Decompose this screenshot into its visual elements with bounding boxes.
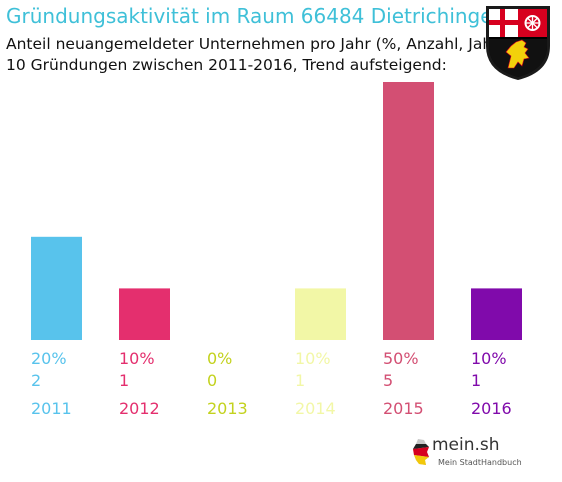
year-label-2011: 2011 <box>31 399 72 418</box>
logo-tagline: Mein StadtHandbuch <box>438 458 522 467</box>
count-label-2012: 1 <box>119 371 129 390</box>
bar-2015 <box>383 82 434 340</box>
count-label-2013: 0 <box>207 371 217 390</box>
percent-label-2012: 10% <box>119 349 155 368</box>
bar-2014 <box>295 288 346 340</box>
rhineland-palatinate-coat-of-arms-icon <box>486 6 550 80</box>
chart-subtitle: Anteil neuangemeldeter Unternehmen pro J… <box>6 35 505 53</box>
percent-label-2015: 50% <box>383 349 419 368</box>
year-label-2013: 2013 <box>207 399 248 418</box>
count-label-2011: 2 <box>31 371 41 390</box>
year-label-2012: 2012 <box>119 399 160 418</box>
count-label-2014: 1 <box>295 371 305 390</box>
bar-2016 <box>471 288 522 340</box>
percent-label-2014: 10% <box>295 349 331 368</box>
mein-sh-logo[interactable]: mein.sh Mein StadtHandbuch <box>412 432 532 474</box>
count-label-2016: 1 <box>471 371 481 390</box>
count-label-2015: 5 <box>383 371 393 390</box>
percent-label-2013: 0% <box>207 349 232 368</box>
bar-2011 <box>31 236 82 340</box>
logo-text: mein.sh <box>432 435 500 455</box>
percent-label-2016: 10% <box>471 349 507 368</box>
year-label-2016: 2016 <box>471 399 512 418</box>
percent-label-2011: 20% <box>31 349 67 368</box>
year-label-2015: 2015 <box>383 399 424 418</box>
chart-summary: 10 Gründungen zwischen 2011-2016, Trend … <box>6 56 447 74</box>
year-label-2014: 2014 <box>295 399 336 418</box>
chart-title: Gründungsaktivität im Raum 66484 Dietric… <box>6 4 506 28</box>
bar-2012 <box>119 288 170 340</box>
germany-map-icon <box>413 439 429 465</box>
